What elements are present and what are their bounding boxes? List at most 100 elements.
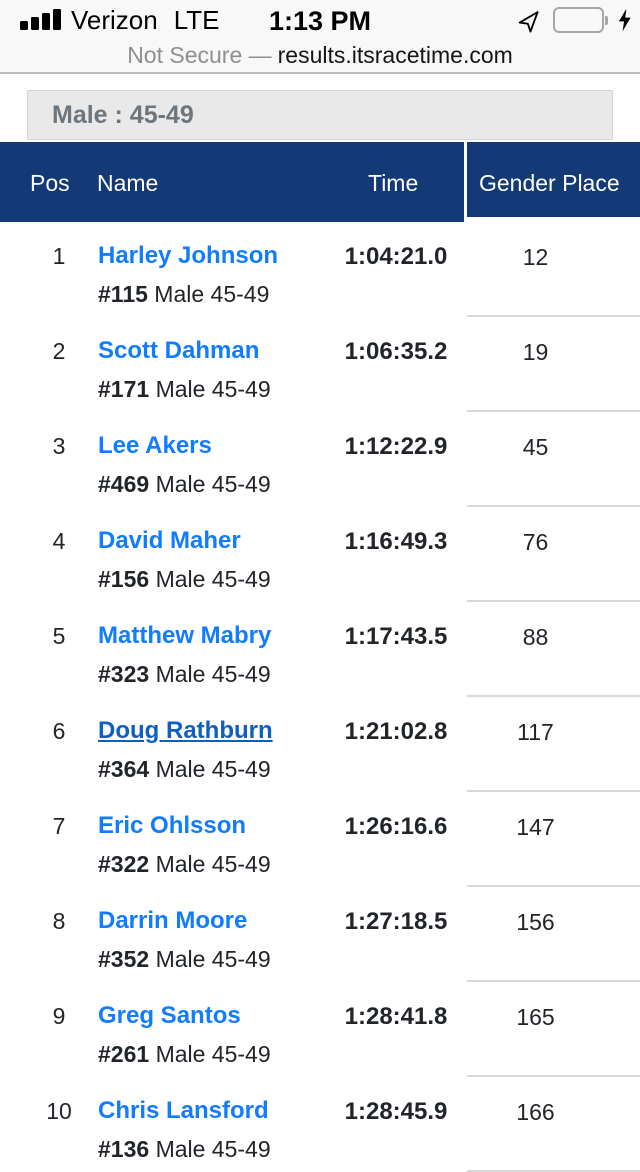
name-cell: Matthew Mabry #323 Male 45-49 bbox=[98, 617, 330, 697]
results-table-body: 1 Harley Johnson #115 Male 45-49 1:04:21… bbox=[0, 222, 640, 1172]
position-cell: 8 bbox=[52, 908, 66, 934]
bib-category-line: #352 Male 45-49 bbox=[98, 940, 330, 978]
position-cell: 9 bbox=[52, 1003, 66, 1029]
gender-place-cell: 165 bbox=[467, 997, 640, 1077]
table-row: 5 Matthew Mabry #323 Male 45-49 1:17:43.… bbox=[0, 602, 640, 697]
bib-category-line: #261 Male 45-49 bbox=[98, 1035, 330, 1073]
racer-name-link[interactable]: Harley Johnson bbox=[98, 242, 279, 269]
results-table-header: Pos Name Time Gender Place bbox=[0, 142, 640, 222]
network-type-label: LTE bbox=[173, 4, 220, 35]
table-row: 3 Lee Akers #469 Male 45-49 1:12:22.9 45 bbox=[0, 412, 640, 507]
carrier-label: Verizon bbox=[71, 4, 158, 35]
battery-icon bbox=[553, 7, 608, 33]
time-cell: 1:16:49.3 bbox=[344, 528, 448, 555]
column-header-pos[interactable]: Pos bbox=[30, 170, 70, 196]
bib-category-line: #156 Male 45-49 bbox=[98, 560, 330, 598]
bib-category-line: #469 Male 45-49 bbox=[98, 465, 330, 503]
table-row: 7 Eric Ohlsson #322 Male 45-49 1:26:16.6… bbox=[0, 792, 640, 887]
racer-name-link[interactable]: Doug Rathburn bbox=[98, 717, 273, 744]
racer-name-link[interactable]: David Maher bbox=[98, 527, 241, 554]
table-row: 1 Harley Johnson #115 Male 45-49 1:04:21… bbox=[0, 222, 640, 317]
bib-number: #322 bbox=[98, 851, 150, 877]
table-row: 4 David Maher #156 Male 45-49 1:16:49.3 … bbox=[0, 507, 640, 602]
gender-place-cell: 156 bbox=[467, 902, 640, 982]
category-label: Male 45-49 bbox=[155, 1136, 271, 1162]
racer-name-link[interactable]: Lee Akers bbox=[98, 432, 212, 459]
charging-bolt-icon bbox=[618, 8, 631, 32]
racer-name-link[interactable]: Chris Lansford bbox=[98, 1097, 269, 1124]
column-header-gender-place[interactable]: Gender Place bbox=[479, 170, 620, 196]
bib-number: #136 bbox=[98, 1136, 150, 1162]
time-cell: 1:04:21.0 bbox=[344, 243, 448, 270]
bib-number: #323 bbox=[98, 661, 150, 687]
not-secure-label: Not Secure — bbox=[127, 42, 272, 68]
position-cell: 4 bbox=[52, 528, 66, 554]
name-cell: Harley Johnson #115 Male 45-49 bbox=[98, 237, 330, 317]
time-cell: 1:17:43.5 bbox=[344, 623, 448, 650]
header-corner-gap bbox=[467, 217, 640, 222]
category-label: Male 45-49 bbox=[155, 661, 271, 687]
gender-place-cell: 117 bbox=[467, 712, 640, 792]
bib-category-line: #323 Male 45-49 bbox=[98, 655, 330, 693]
racer-name-link[interactable]: Eric Ohlsson bbox=[98, 812, 247, 839]
name-cell: Greg Santos #261 Male 45-49 bbox=[98, 997, 330, 1077]
racer-name-link[interactable]: Darrin Moore bbox=[98, 907, 248, 934]
cellular-signal-icon bbox=[20, 9, 61, 30]
category-label: Male 45-49 bbox=[155, 566, 271, 592]
table-row: 2 Scott Dahman #171 Male 45-49 1:06:35.2… bbox=[0, 317, 640, 412]
bib-number: #171 bbox=[98, 376, 150, 402]
gender-place-cell: 76 bbox=[467, 522, 640, 602]
division-header: Male : 45-49 bbox=[27, 90, 613, 140]
division-header-label: Male : 45-49 bbox=[52, 100, 194, 129]
address-bar-domain: results.itsracetime.com bbox=[277, 42, 513, 68]
status-bar: Verizon LTE 1:13 PM bbox=[0, 0, 640, 40]
position-cell: 6 bbox=[52, 718, 66, 744]
gender-place-cell: 166 bbox=[467, 1092, 640, 1172]
column-header-time[interactable]: Time bbox=[368, 170, 419, 196]
gender-place-cell: 147 bbox=[467, 807, 640, 887]
racer-name-link[interactable]: Greg Santos bbox=[98, 1002, 241, 1029]
gender-place-cell: 19 bbox=[467, 332, 640, 412]
category-label: Male 45-49 bbox=[155, 851, 271, 877]
name-cell: Chris Lansford #136 Male 45-49 bbox=[98, 1092, 330, 1172]
bib-number: #352 bbox=[98, 946, 150, 972]
bib-number: #364 bbox=[98, 756, 150, 782]
name-cell: Lee Akers #469 Male 45-49 bbox=[98, 427, 330, 507]
racer-name-link[interactable]: Scott Dahman bbox=[98, 337, 260, 364]
status-bar-left: Verizon LTE bbox=[20, 0, 220, 40]
position-cell: 3 bbox=[52, 433, 66, 459]
address-bar[interactable]: Not Secure — results.itsracetime.com bbox=[0, 40, 640, 74]
category-label: Male 45-49 bbox=[155, 1041, 271, 1067]
location-arrow-icon bbox=[518, 11, 539, 33]
bib-category-line: #115 Male 45-49 bbox=[98, 275, 330, 313]
table-row: 10 Chris Lansford #136 Male 45-49 1:28:4… bbox=[0, 1077, 640, 1172]
time-cell: 1:26:16.6 bbox=[344, 813, 448, 840]
name-cell: Doug Rathburn #364 Male 45-49 bbox=[98, 712, 330, 792]
category-label: Male 45-49 bbox=[155, 946, 271, 972]
bib-category-line: #171 Male 45-49 bbox=[98, 370, 330, 408]
bib-number: #469 bbox=[98, 471, 150, 497]
name-cell: David Maher #156 Male 45-49 bbox=[98, 522, 330, 602]
gender-place-cell: 88 bbox=[467, 617, 640, 697]
position-cell: 1 bbox=[52, 243, 66, 269]
bib-number: #115 bbox=[98, 281, 148, 307]
column-header-name[interactable]: Name bbox=[97, 170, 159, 196]
bib-category-line: #322 Male 45-49 bbox=[98, 845, 330, 883]
position-cell: 7 bbox=[52, 813, 66, 839]
category-label: Male 45-49 bbox=[155, 471, 271, 497]
name-cell: Eric Ohlsson #322 Male 45-49 bbox=[98, 807, 330, 887]
position-cell: 5 bbox=[52, 623, 66, 649]
time-cell: 1:06:35.2 bbox=[344, 338, 448, 365]
status-bar-right bbox=[518, 0, 632, 40]
category-label: Male 45-49 bbox=[154, 281, 270, 307]
position-cell: 2 bbox=[52, 338, 66, 364]
position-cell: 10 bbox=[46, 1098, 72, 1124]
racer-name-link[interactable]: Matthew Mabry bbox=[98, 622, 272, 649]
time-cell: 1:21:02.8 bbox=[344, 718, 448, 745]
gender-place-cell: 45 bbox=[467, 427, 640, 507]
column-divider bbox=[464, 142, 467, 222]
status-bar-clock: 1:13 PM bbox=[268, 6, 372, 36]
name-cell: Darrin Moore #352 Male 45-49 bbox=[98, 902, 330, 982]
category-label: Male 45-49 bbox=[155, 376, 271, 402]
table-row: 6 Doug Rathburn #364 Male 45-49 1:21:02.… bbox=[0, 697, 640, 792]
